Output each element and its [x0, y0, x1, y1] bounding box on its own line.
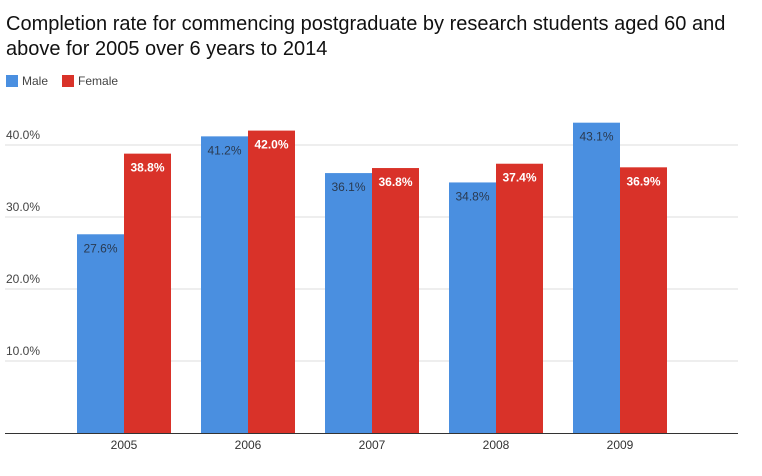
x-tick-label: 2007 — [359, 438, 386, 452]
legend-swatch-male — [6, 75, 18, 87]
bar-male[interactable] — [449, 182, 496, 433]
data-label: 36.1% — [331, 180, 365, 194]
data-label: 36.8% — [378, 175, 412, 189]
legend-item-male[interactable]: Male — [6, 74, 48, 88]
y-tick-label: 20.0% — [6, 272, 40, 286]
y-tick-label: 30.0% — [6, 200, 40, 214]
data-label: 43.1% — [579, 130, 613, 144]
y-tick-label: 10.0% — [6, 344, 40, 358]
legend-item-female[interactable]: Female — [62, 74, 118, 88]
legend: Male Female — [6, 74, 118, 88]
bar-female[interactable] — [248, 130, 295, 433]
bar-male[interactable] — [77, 234, 124, 433]
x-tick-label: 2009 — [607, 438, 634, 452]
bar-female[interactable] — [372, 168, 419, 434]
data-label: 36.9% — [626, 174, 660, 188]
chart-title: Completion rate for commencing postgradu… — [6, 13, 726, 60]
x-tick-label: 2005 — [111, 438, 138, 452]
bar-female[interactable] — [620, 167, 667, 433]
bar-male[interactable] — [573, 122, 620, 434]
data-label: 42.0% — [254, 138, 288, 152]
data-label: 38.8% — [130, 161, 164, 175]
x-tick-label: 2006 — [235, 438, 262, 452]
bar-male[interactable] — [201, 136, 248, 434]
bar-female[interactable] — [496, 163, 543, 433]
data-label: 41.2% — [207, 143, 241, 157]
legend-label-female: Female — [78, 74, 119, 88]
x-tick-label: 2008 — [483, 438, 510, 452]
bar-female[interactable] — [124, 153, 171, 433]
bar-male[interactable] — [325, 173, 372, 433]
data-label: 34.8% — [455, 189, 489, 203]
data-label: 27.6% — [83, 241, 117, 255]
legend-label-male: Male — [22, 74, 49, 88]
y-tick-label: 40.0% — [6, 128, 40, 142]
data-label: 37.4% — [502, 171, 536, 185]
legend-swatch-female — [62, 75, 75, 87]
